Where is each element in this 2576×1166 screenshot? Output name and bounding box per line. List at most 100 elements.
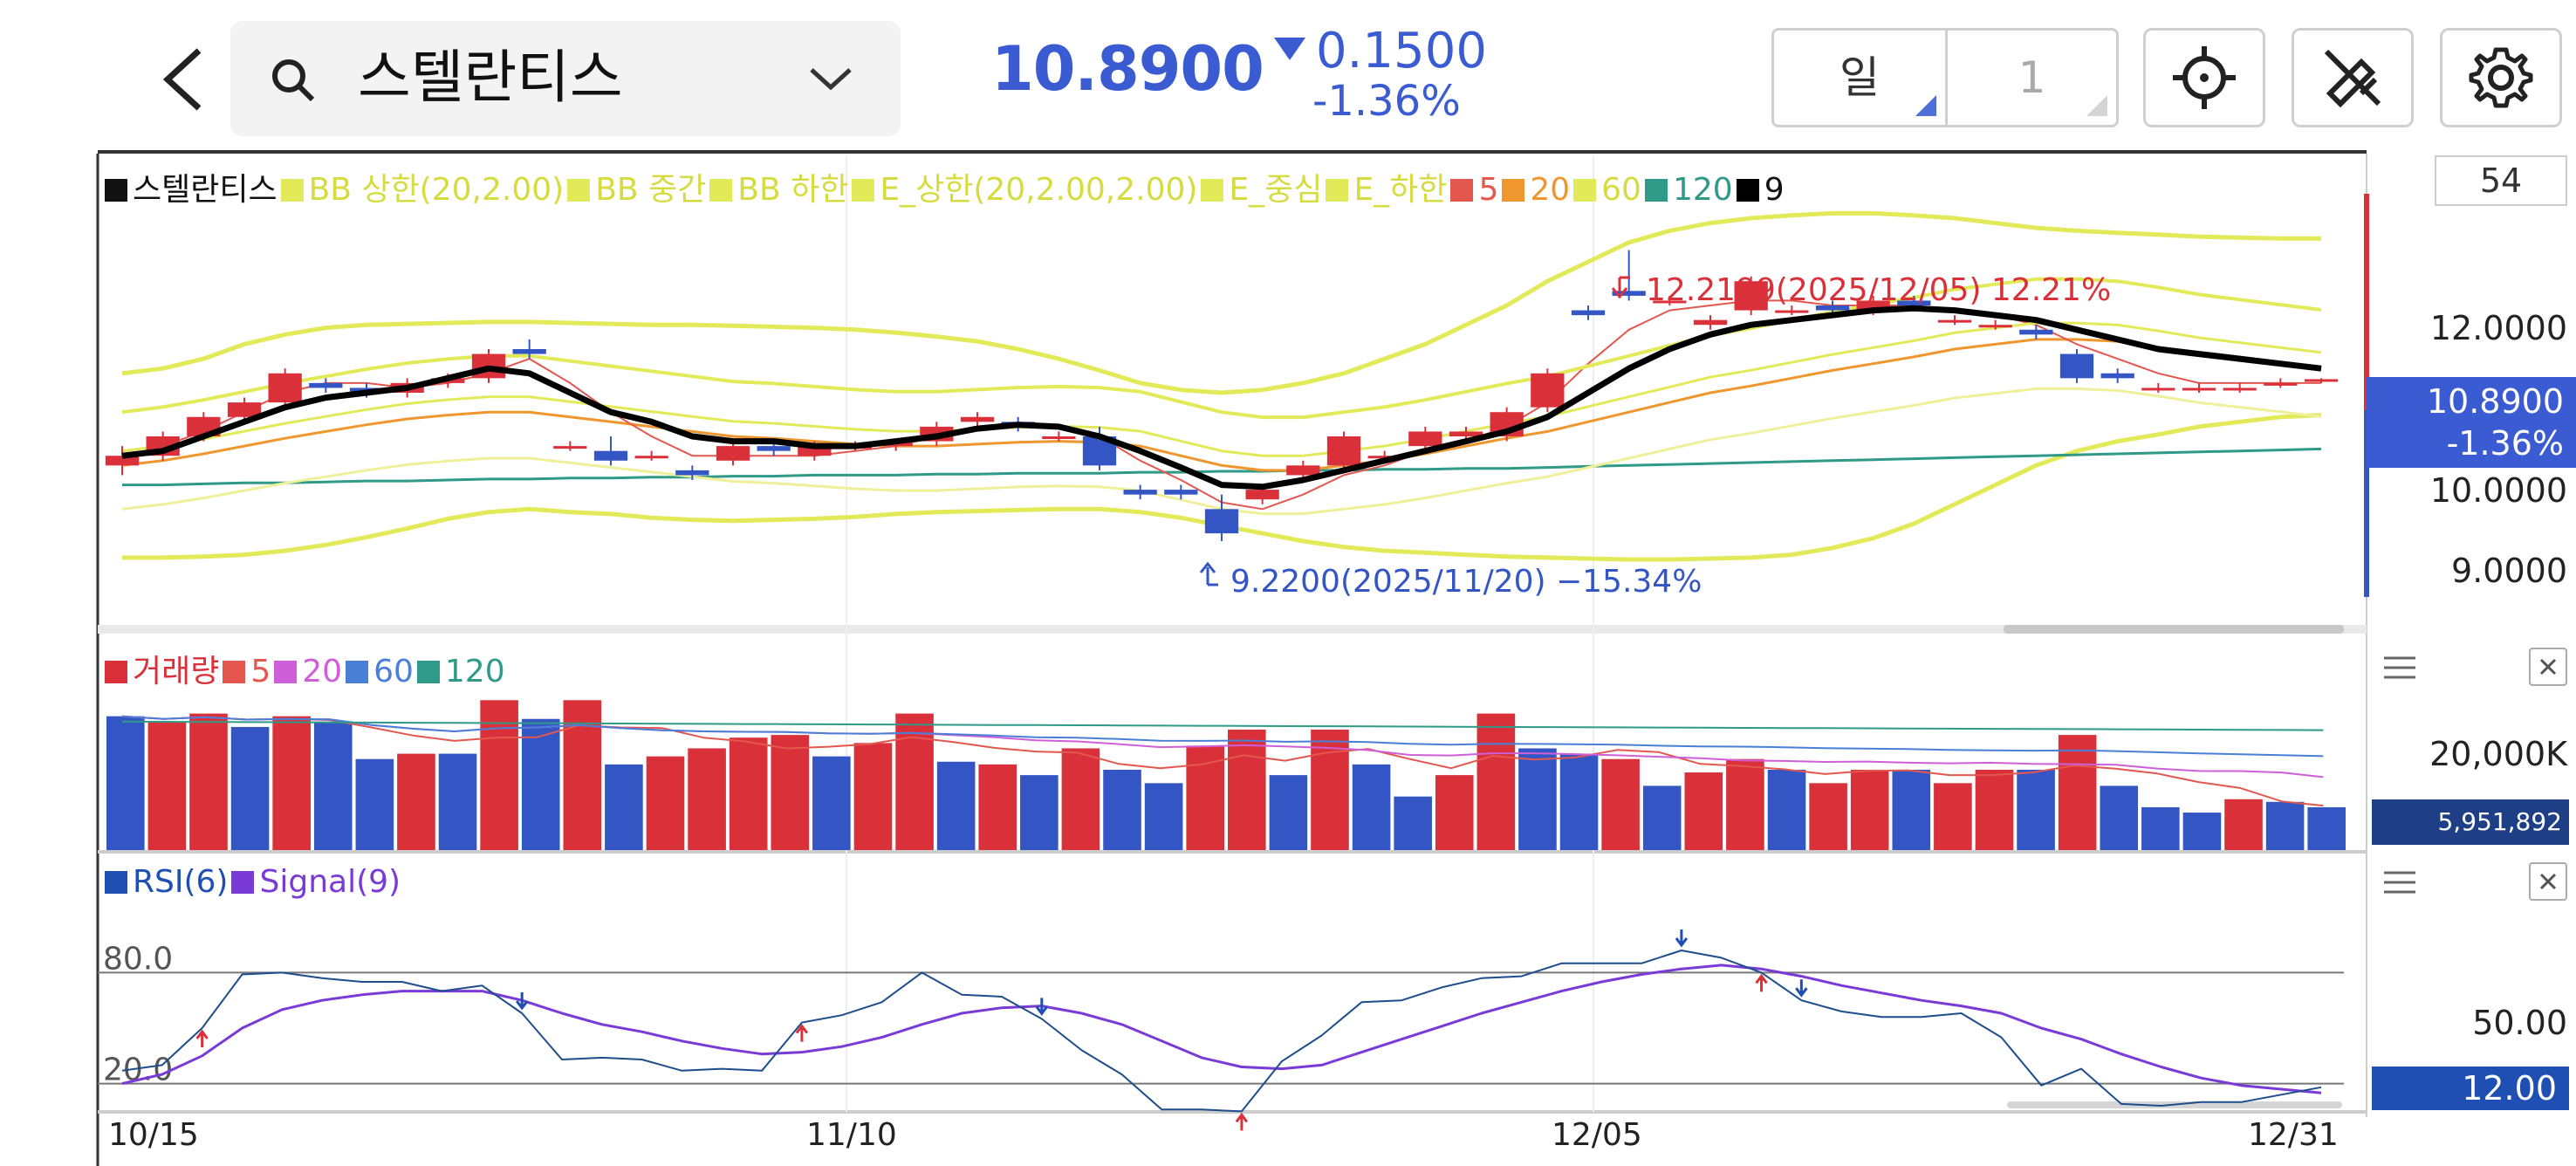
volume-bar	[1061, 748, 1100, 850]
crosshair-button[interactable]	[2143, 28, 2265, 127]
volume-bar	[438, 753, 477, 850]
volume-bar	[2182, 813, 2222, 850]
period-number-button[interactable]: 1	[1948, 31, 2116, 125]
candle-body	[1775, 310, 1809, 313]
header: 스텔란티스 10.8900 0.1500 -1.36% 일 1	[0, 0, 2576, 154]
legend-swatch	[852, 179, 875, 202]
volume-legend-item: 120	[416, 654, 509, 689]
candle-body	[1245, 490, 1279, 500]
candle-body	[2304, 379, 2339, 382]
buy-signal-arrow-icon	[1235, 1112, 1249, 1131]
x-tick-1205: 12/05	[1552, 1117, 1642, 1153]
high-arrow-icon	[1611, 276, 1630, 299]
volume-bar	[646, 756, 685, 850]
volume-bar	[2058, 735, 2097, 850]
candle-body	[2141, 388, 2175, 391]
no-drawing-button[interactable]	[2292, 28, 2414, 127]
candle-body	[634, 456, 668, 459]
legend-label: E_하한	[1353, 172, 1448, 208]
price-change: 0.1500	[1274, 23, 1487, 79]
volume-bar	[812, 756, 851, 850]
price-legend-item: BB 하한	[709, 164, 852, 209]
volume-bar	[480, 700, 518, 850]
legend-swatch	[1736, 179, 1759, 202]
candle-body	[227, 402, 262, 417]
volume-bar	[313, 721, 353, 850]
signal-line	[121, 964, 2322, 1094]
price-tag-change: -1.36%	[2446, 424, 2564, 463]
period-unit-button[interactable]: 일	[1774, 31, 1948, 125]
sell-signal-arrow-icon	[1035, 998, 1049, 1016]
volume-legend-item: 5	[223, 654, 274, 689]
candle-body	[268, 373, 302, 403]
search-icon	[267, 54, 319, 106]
volume-bar	[1601, 758, 1640, 850]
candle-body	[1815, 305, 1850, 311]
candle-body	[2223, 388, 2257, 391]
volume-bar	[2141, 806, 2180, 850]
legend-swatch	[416, 661, 440, 683]
volume-bar	[1934, 783, 1972, 850]
rsi-last-tag: 12.00	[2372, 1067, 2569, 1110]
volume-legend-item: 거래량	[105, 646, 223, 691]
legend-label: 60	[1601, 172, 1641, 208]
price-legend-item: 5	[1450, 172, 1502, 208]
volume-ma120-line	[121, 720, 2324, 731]
volume-bar	[355, 758, 394, 850]
sell-signal-arrow-icon	[515, 992, 529, 1011]
volume-bar	[1975, 770, 2014, 850]
price-legend-item: BB 중간	[567, 164, 709, 209]
legend-swatch	[105, 179, 127, 202]
volume-menu-icon[interactable]	[2382, 655, 2417, 681]
y-tick-9: 9.0000	[2451, 552, 2567, 590]
rsi-y-tick: 50.00	[2472, 1004, 2567, 1042]
volume-bar	[936, 761, 976, 850]
current-price-tag: 10.8900 -1.36%	[2367, 377, 2576, 468]
legend-label: E_중심	[1229, 172, 1323, 208]
buy-signal-arrow-icon	[1755, 973, 1768, 992]
volume-y-tick: 20,000K	[2429, 735, 2567, 773]
volume-bar	[1726, 758, 1764, 850]
settings-button[interactable]	[2440, 28, 2562, 127]
legend-swatch	[231, 871, 255, 894]
back-icon[interactable]	[148, 40, 218, 119]
candle-body	[960, 416, 995, 422]
volume-bar	[521, 718, 560, 850]
rsi-close-icon[interactable]	[2529, 862, 2567, 901]
candle-body	[1123, 490, 1157, 495]
candle-body	[1734, 281, 1768, 311]
volume-bar	[2224, 799, 2263, 850]
header-divider	[98, 150, 2367, 154]
volume-ma5-line	[121, 715, 2324, 807]
crosshair-icon	[2173, 46, 2236, 109]
rsi-line	[121, 950, 2322, 1113]
candle-body	[757, 446, 791, 451]
volume-bar	[1020, 775, 1058, 850]
price-legend-item: 스텔란티스	[105, 164, 281, 209]
rsi-menu-icon[interactable]	[2382, 869, 2417, 895]
candle-body	[1978, 325, 2012, 328]
volume-bar	[1352, 764, 1391, 850]
price-legend: 스텔란티스 BB 상한(20,2.00) BB 중간 BB 하한 E_상한(20,2.0…	[105, 164, 1788, 209]
candle-body	[1042, 436, 1076, 439]
low-arrow-icon	[1199, 561, 1218, 586]
candle-body	[716, 446, 750, 461]
candle-body	[593, 450, 628, 461]
candle-body	[2182, 388, 2216, 391]
volume-close-icon[interactable]	[2529, 648, 2567, 686]
price-tag-value: 10.8900	[2426, 382, 2564, 421]
legend-swatch	[567, 179, 591, 202]
volume-bar	[1269, 775, 1308, 850]
volume-legend-item: 60	[346, 654, 417, 689]
legend-label: 스텔란티스	[133, 172, 277, 208]
volume-bar	[230, 726, 270, 850]
volume-bar	[147, 721, 187, 850]
line-series-envelope-center	[121, 321, 2322, 457]
candle-body	[1408, 431, 1442, 447]
candle-body	[2264, 382, 2298, 386]
stock-search-box[interactable]: 스텔란티스	[230, 21, 901, 136]
page-count[interactable]: 54	[2435, 155, 2567, 206]
legend-label: 5	[250, 654, 271, 689]
volume-bar	[1435, 775, 1474, 850]
